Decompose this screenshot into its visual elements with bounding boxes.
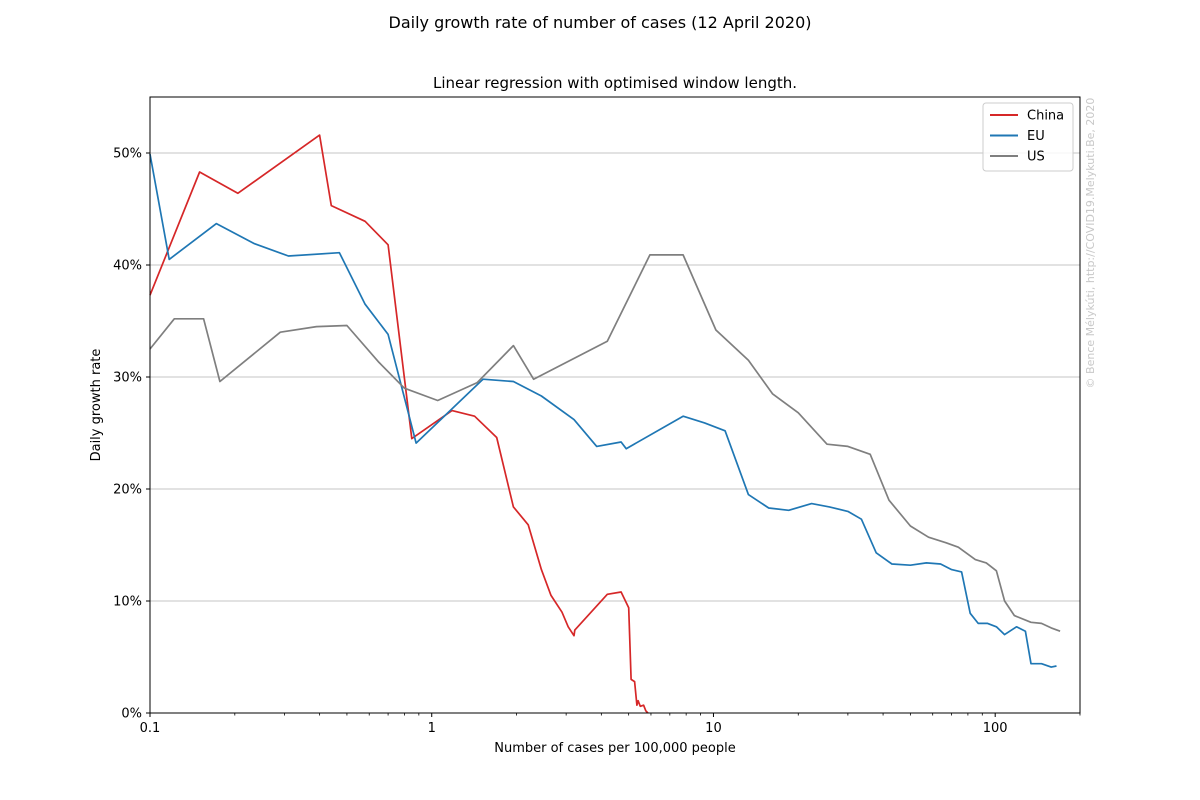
y-tick-label: 10%	[113, 595, 142, 610]
gridlines	[150, 152, 1080, 602]
x-axis-ticks: 0.1 1 10 100	[140, 713, 1081, 736]
x-axis-label: Number of cases per 100,000 people	[494, 741, 736, 756]
series-line-eu	[149, 153, 1057, 668]
plot-frame	[149, 96, 1081, 714]
series-line-us	[149, 254, 1061, 632]
series-line-china	[149, 134, 649, 714]
legend-items: China EU US	[990, 109, 1064, 165]
x-tick-label: 10	[705, 721, 722, 736]
y-tick-label: 40%	[113, 259, 142, 274]
y-axis-ticks: 0% 10% 20% 30% 40% 50%	[113, 147, 150, 722]
legend: China EU US	[982, 102, 1074, 172]
x-tick-label: 0.1	[140, 721, 161, 736]
x-tick-label: 1	[428, 721, 436, 736]
legend-label-eu: EU	[1027, 129, 1045, 144]
x-tick-label: 100	[983, 721, 1008, 736]
y-tick-label: 20%	[113, 483, 142, 498]
legend-box	[982, 102, 1074, 172]
series-lines	[149, 134, 1061, 714]
chart-title: Linear regression with optimised window …	[433, 74, 797, 92]
legend-label-us: US	[1027, 150, 1045, 165]
watermark: © Bence Mélykúti, http://COVID19.Melykut…	[1084, 98, 1097, 389]
y-tick-label: 30%	[113, 371, 142, 386]
figure-suptitle: Daily growth rate of number of cases (12…	[389, 13, 812, 32]
y-tick-label: 0%	[121, 707, 142, 722]
legend-label-china: China	[1027, 109, 1064, 124]
y-tick-label: 50%	[113, 147, 142, 162]
y-axis-label: Daily growth rate	[89, 349, 104, 462]
